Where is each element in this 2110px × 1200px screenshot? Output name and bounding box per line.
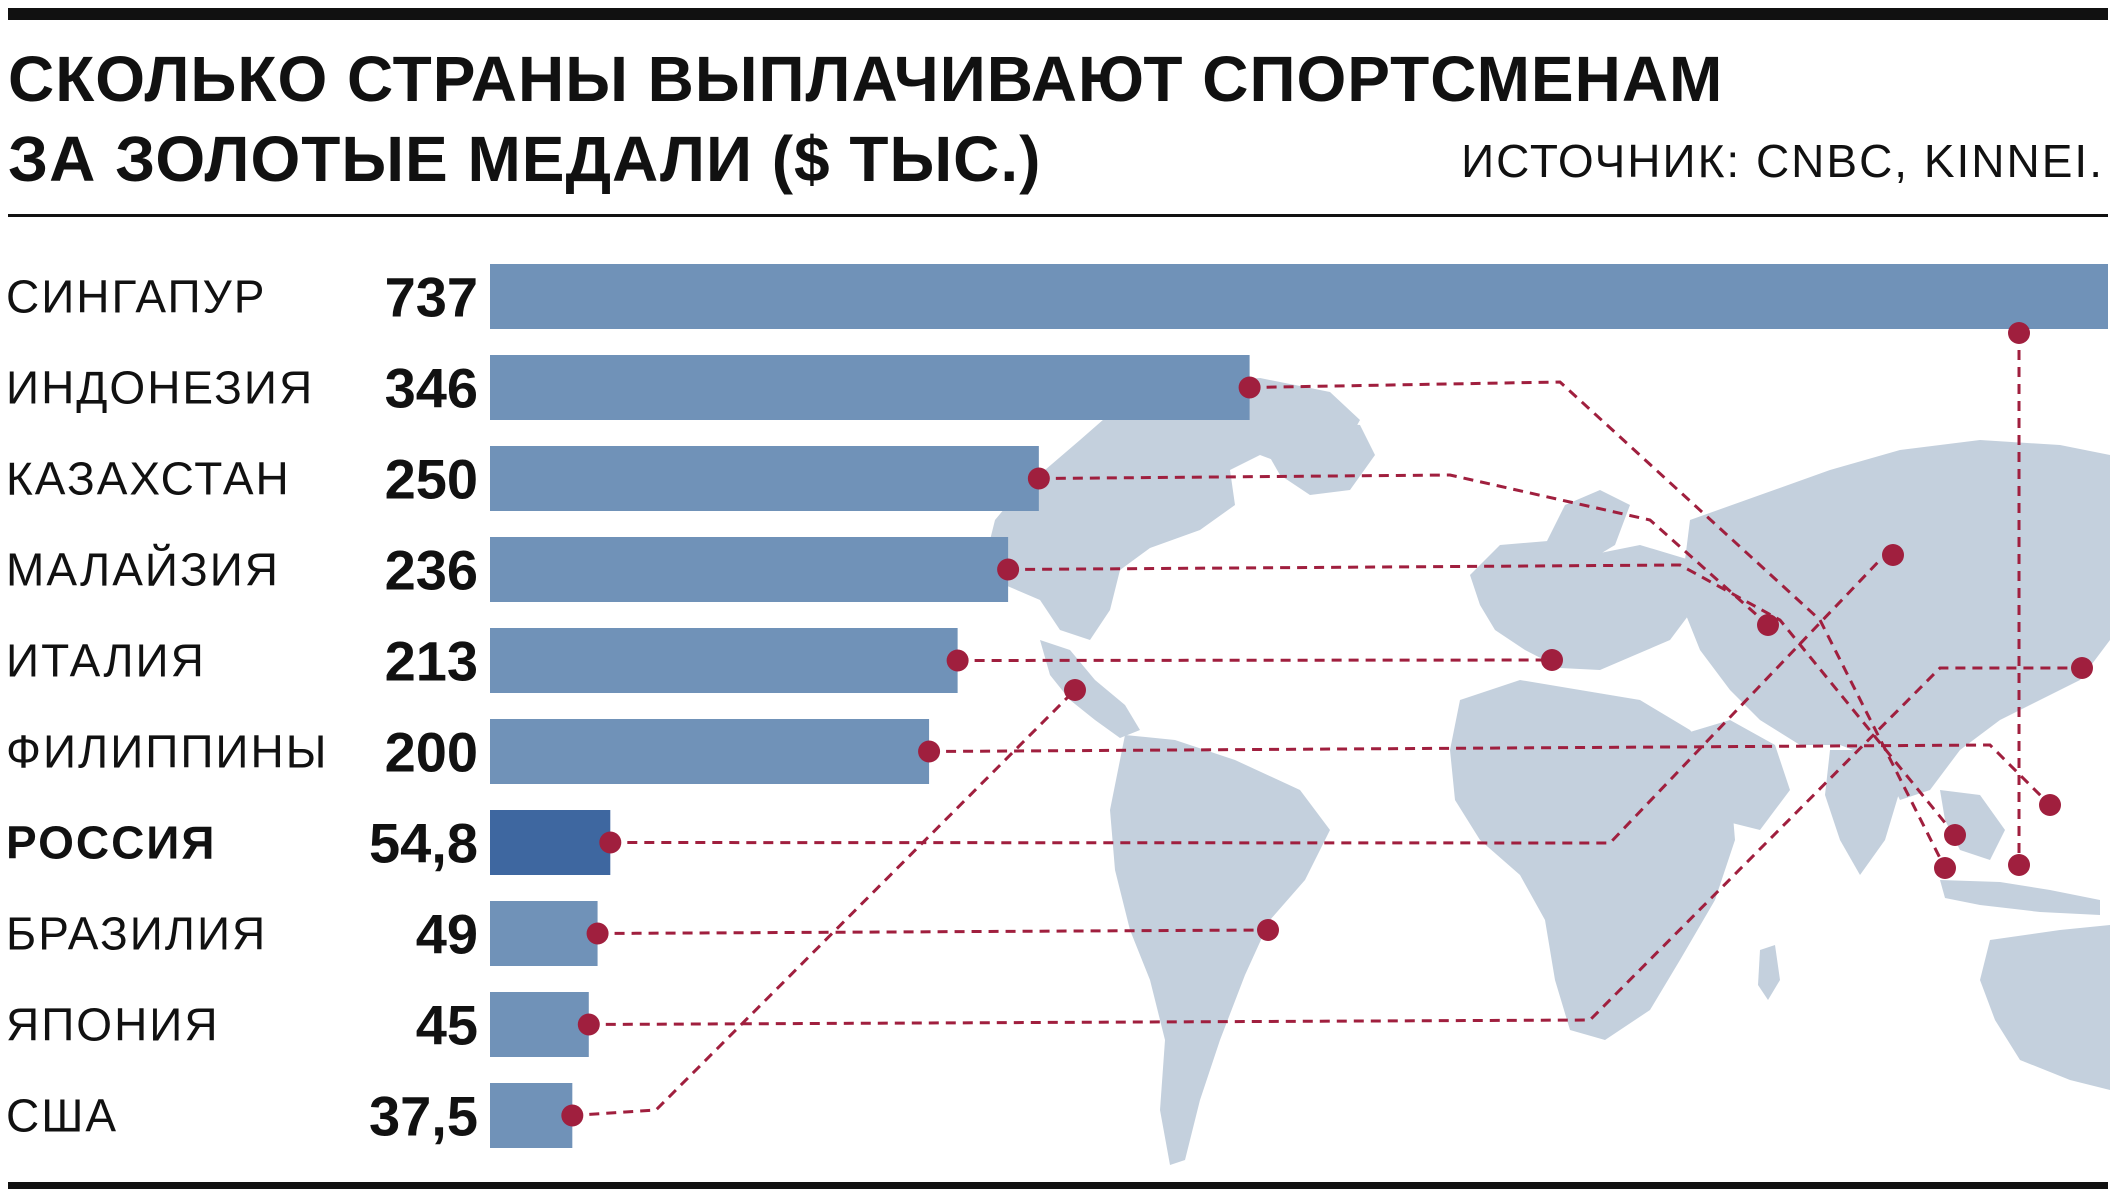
leader-line-row-9: [572, 688, 1077, 1117]
map-landmass-asia: [1680, 440, 2110, 800]
map-marker-row-3: [1944, 824, 1966, 846]
bar-row-7: [490, 901, 598, 966]
bar-row-4: [490, 628, 958, 693]
map-marker-row-5: [2039, 794, 2061, 816]
bar-row-3: [490, 537, 1009, 602]
map-landmass-europe: [1470, 540, 1700, 670]
labels-group: СИНГАПУР 737 ИНДОНЕЗИЯ 346 КАЗАХСТАН 250 МАЛАЙ…: [6, 266, 478, 1148]
value-label-row-3: 236: [385, 539, 478, 602]
value-label-row-4: 213: [385, 630, 478, 693]
bar-end-marker-row-2: [1027, 467, 1050, 490]
map-marker-row-2: [1757, 614, 1779, 636]
category-label-row-4: ИТАЛИЯ: [6, 635, 206, 687]
map-landmass-indonesia-islands: [1940, 880, 2100, 915]
category-label-row-6: РОССИЯ: [6, 817, 216, 869]
bar-end-marker-row-7: [586, 922, 609, 945]
category-label-row-8: ЯПОНИЯ: [6, 999, 220, 1051]
bar-end-marker-row-8: [577, 1013, 600, 1036]
map-landmass-se-asia: [1940, 790, 2005, 860]
leader-line-row-2: [1038, 473, 1769, 627]
value-label-row-0: 737: [385, 266, 478, 329]
map-marker-row-0: [2008, 854, 2031, 876]
map-marker-row-1: [1934, 857, 1956, 879]
leader-line-row-3: [1008, 563, 1957, 836]
map-landmass-africa: [1450, 680, 1735, 1040]
category-label-row-5: ФИЛИППИНЫ: [6, 726, 328, 778]
category-label-row-2: КАЗАХСТАН: [6, 453, 291, 505]
bar-row-8: [490, 992, 589, 1057]
bar-row-9: [490, 1083, 573, 1148]
bottom-rule: [8, 1182, 2108, 1189]
header-rule: [8, 214, 2108, 217]
leader-line-row-5: [929, 743, 2052, 807]
map-landmass-central-america: [1040, 640, 1140, 738]
bar-row-1: [490, 355, 1250, 420]
bar-row-6: [490, 810, 611, 875]
map-landmass-madagascar: [1758, 945, 1780, 1000]
category-label-row-3: МАЛАЙЗИЯ: [6, 544, 280, 596]
map-marker-row-4: [1541, 649, 1563, 671]
bar-end-marker-row-4: [946, 649, 969, 672]
leader-line-row-1: [1249, 380, 1947, 869]
bar-end-marker-row-6: [599, 831, 622, 854]
category-label-row-9: США: [6, 1090, 118, 1142]
value-label-row-5: 200: [385, 721, 478, 784]
bar-end-marker-row-5: [918, 740, 941, 763]
map-landmass-japan: [2060, 590, 2095, 660]
location-markers-group: [561, 322, 2093, 1127]
bar-row-5: [490, 719, 930, 784]
chart-title-line2: ЗА ЗОЛОТЫЕ МЕДАЛИ ($ ТЫС.): [8, 123, 1042, 195]
bar-end-marker-row-3: [997, 558, 1020, 581]
bar-end-marker-row-1: [1238, 376, 1261, 399]
top-rule: [8, 8, 2108, 20]
leader-lines-group: [572, 333, 2082, 1117]
map-marker-row-8: [2071, 657, 2093, 679]
value-label-row-7: 49: [416, 903, 478, 966]
leader-line-row-7: [597, 928, 1269, 935]
bar-row-2: [490, 446, 1039, 511]
map-landmass-scandinavia: [1545, 490, 1630, 560]
leader-line-row-4: [957, 658, 1553, 662]
map-marker-row-6: [1882, 544, 1904, 566]
category-label-row-7: БРАЗИЛИЯ: [6, 908, 267, 960]
map-landmass-south-america: [1110, 735, 1330, 1165]
map-marker-row-9: [1064, 679, 1086, 701]
bar-row-0: [490, 264, 2108, 329]
chart-title-line1: СКОЛЬКО СТРАНЫ ВЫПЛАЧИВАЮТ СПОРТСМЕНАМ: [8, 43, 1724, 115]
bar-end-marker-row-0: [2008, 322, 2031, 344]
value-label-row-6: 54,8: [369, 812, 478, 875]
value-label-row-2: 250: [385, 448, 478, 511]
bars-group: [490, 264, 2108, 1148]
value-label-row-8: 45: [416, 994, 478, 1057]
leader-line-row-8: [588, 666, 2082, 1026]
value-label-row-1: 346: [385, 357, 478, 420]
map-landmass-australia: [1980, 925, 2110, 1090]
map-landmass-india: [1825, 750, 1900, 875]
source-note: ИСТОЧНИК: CNBC, KINNEI.: [1461, 135, 2104, 187]
category-label-row-1: ИНДОНЕЗИЯ: [6, 362, 314, 414]
bar-end-marker-row-9: [561, 1104, 584, 1127]
map-marker-row-7: [1257, 919, 1279, 941]
category-label-row-0: СИНГАПУР: [6, 271, 266, 323]
value-label-row-9: 37,5: [369, 1085, 478, 1148]
